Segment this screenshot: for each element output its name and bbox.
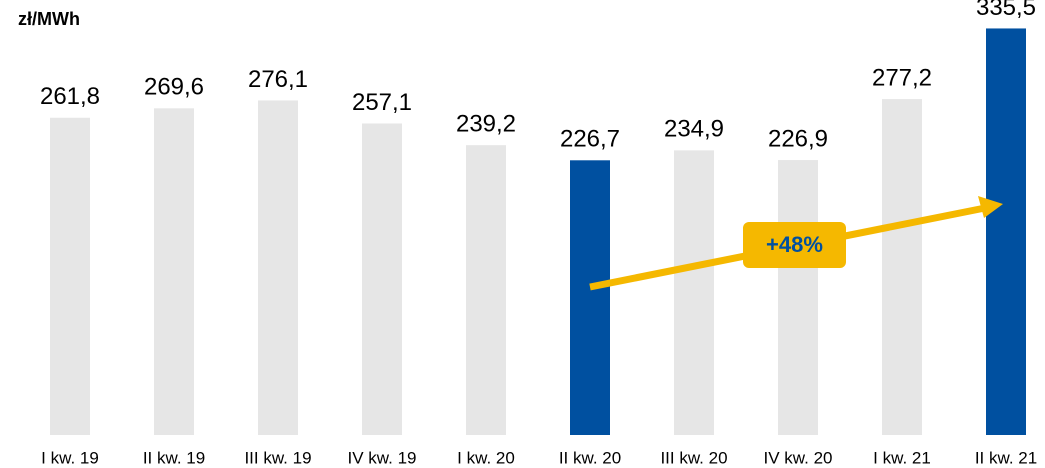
bar <box>674 150 714 435</box>
value-label: 226,9 <box>768 125 828 152</box>
x-tick-label: IV kw. 19 <box>348 448 417 467</box>
x-tick-label: I kw. 21 <box>873 448 931 467</box>
value-label: 261,8 <box>40 83 100 110</box>
value-label: 269,6 <box>144 74 204 101</box>
x-tick-label: III kw. 19 <box>244 448 311 467</box>
value-label: 257,1 <box>352 89 412 116</box>
value-label: 226,7 <box>560 126 620 153</box>
bar <box>50 117 90 435</box>
annotation: +48% <box>766 232 823 257</box>
bar <box>154 108 194 436</box>
x-tick-label: II kw. 20 <box>559 448 621 467</box>
bar <box>466 145 506 436</box>
bar <box>986 28 1026 435</box>
x-tick-label: III kw. 20 <box>660 448 727 467</box>
x-tick-label: I kw. 19 <box>41 448 99 467</box>
value-label: 239,2 <box>456 110 516 137</box>
value-label: 234,9 <box>664 116 724 143</box>
x-tick-label: IV kw. 20 <box>764 448 833 467</box>
bar <box>258 100 298 435</box>
bar <box>778 160 818 435</box>
unit-label: zł/MWh <box>18 9 80 29</box>
x-tick-label: I kw. 20 <box>457 448 515 467</box>
value-label: 335,5 <box>976 0 1036 21</box>
x-tick-label: II kw. 19 <box>143 448 205 467</box>
value-label: 276,1 <box>248 66 308 93</box>
annotation-box <box>743 222 846 268</box>
bar <box>362 123 402 435</box>
value-label: 277,2 <box>872 64 932 91</box>
x-tick-label: II kw. 21 <box>975 448 1037 467</box>
bar <box>882 99 922 436</box>
bar <box>570 160 610 435</box>
arrow-head <box>978 196 1003 218</box>
